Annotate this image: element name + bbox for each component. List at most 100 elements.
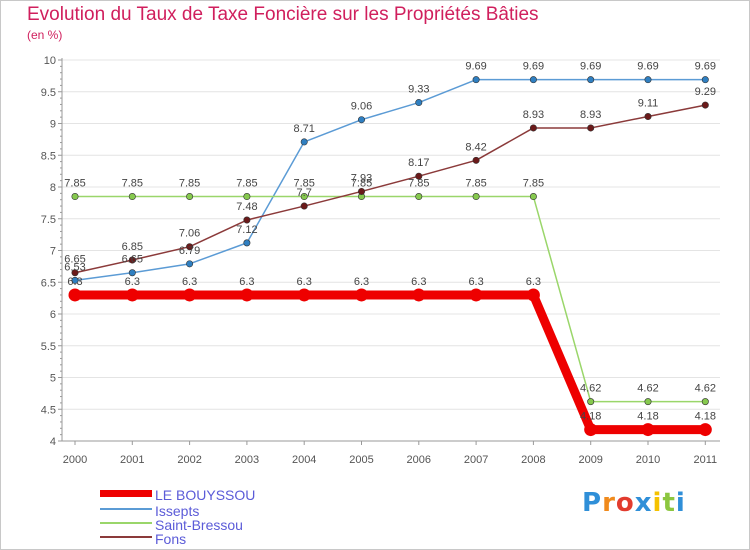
y-tick-label: 6.5: [41, 277, 56, 289]
point-saint-bressou: [587, 398, 595, 406]
point-fons: [529, 124, 537, 132]
point-le-bouyssou: [355, 288, 368, 302]
data-label-fons: 7.7: [297, 187, 312, 199]
series-markers: [68, 76, 712, 437]
data-label-fons: 6.85: [122, 241, 143, 253]
data-label-fons: 8.42: [465, 141, 486, 153]
data-label-issepts: 9.69: [637, 61, 658, 73]
data-label-saint-bressou: 4.62: [580, 383, 601, 395]
point-fons: [587, 124, 595, 132]
data-label-issepts: 9.69: [523, 61, 544, 73]
series-line-saint-bressou: [74, 195, 707, 403]
data-label-saint-bressou: 7.85: [236, 178, 257, 190]
data-label-fons: 9.29: [695, 86, 716, 98]
point-saint-bressou: [300, 193, 308, 201]
data-label-fons: 8.93: [523, 109, 544, 121]
data-labels: 6.536.656.797.128.719.069.339.69 9.69 9.69…: [64, 61, 716, 423]
data-label-le-bouyssou: 6.3: [354, 276, 369, 288]
legend-swatch-le-bouyssou: [100, 490, 152, 497]
y-tick-label: 8.5: [41, 150, 56, 162]
x-tick-label: 2005: [349, 454, 373, 466]
point-issepts: [529, 76, 537, 84]
point-fons: [415, 172, 423, 180]
point-issepts: [243, 239, 251, 247]
x-tick-label: 2007: [464, 454, 488, 466]
data-label-le-bouyssou: 4.18: [637, 411, 658, 423]
y-tick-label: 4.5: [41, 404, 56, 416]
point-le-bouyssou: [641, 423, 655, 437]
point-le-bouyssou: [68, 288, 82, 302]
point-saint-bressou: [644, 398, 652, 406]
point-fons: [300, 202, 308, 210]
legend-label-saint-bressou: Saint-Bressou: [155, 517, 243, 533]
data-label-le-bouyssou: 6.3: [526, 276, 541, 288]
point-saint-bressou: [128, 193, 136, 201]
axis-layer: 4 4.5 5 5.5 6 6.5 7 7.5 8 8.5 9 9.5 10 2000 2001 2002 20…: [41, 55, 720, 466]
data-label-issepts: 8.71: [293, 123, 314, 135]
series-line-issepts: [74, 78, 707, 282]
data-label-saint-bressou: 7.85: [408, 178, 429, 190]
data-label-fons: 8.93: [580, 109, 601, 121]
point-issepts: [415, 99, 423, 107]
x-tick-label: 2000: [63, 454, 87, 466]
y-tick-label: 7: [50, 246, 56, 258]
logo-letter: i: [652, 488, 663, 518]
point-le-bouyssou: [240, 288, 254, 302]
data-label-saint-bressou: 7.85: [64, 178, 85, 190]
point-saint-bressou: [701, 398, 709, 406]
point-le-bouyssou: [526, 288, 540, 302]
series-line-fons: [74, 104, 707, 274]
data-label-le-bouyssou: 6.3: [125, 276, 140, 288]
legend-label-issepts: Issepts: [155, 503, 200, 519]
point-fons: [644, 113, 652, 121]
data-label-saint-bressou: 7.85: [293, 178, 314, 190]
y-tick-label: 10: [44, 55, 56, 67]
data-label-issepts: 9.69: [580, 61, 601, 73]
point-fons: [186, 243, 194, 251]
point-le-bouyssou: [297, 288, 311, 302]
y-tick-label: 9: [50, 119, 56, 131]
point-issepts: [71, 276, 79, 284]
grid-layer: [62, 59, 720, 442]
y-tick-label: 4: [50, 436, 56, 448]
data-label-saint-bressou: 7.85: [523, 178, 544, 190]
y-tick-label: 8: [50, 182, 56, 194]
data-label-le-bouyssou: 6.3: [67, 276, 82, 288]
data-label-le-bouyssou: 6.3: [411, 276, 426, 288]
point-le-bouyssou: [412, 288, 426, 302]
data-label-saint-bressou: 7.85: [465, 178, 486, 190]
point-fons: [357, 187, 365, 195]
point-issepts: [128, 269, 136, 277]
point-le-bouyssou: [698, 423, 712, 437]
data-label-saint-bressou: 4.62: [637, 383, 658, 395]
point-issepts: [300, 138, 308, 146]
data-label-issepts: 6.79: [179, 245, 200, 257]
data-label-fons: 7.06: [179, 228, 200, 240]
logo-letter: P: [582, 488, 603, 518]
point-fons: [128, 256, 136, 264]
data-label-fons: 7.93: [351, 172, 372, 184]
data-label-le-bouyssou: 4.18: [695, 411, 716, 423]
point-le-bouyssou: [183, 288, 197, 302]
data-label-issepts: 6.53: [64, 261, 85, 273]
data-label-fons: 6.65: [64, 254, 85, 266]
point-saint-bressou: [243, 193, 251, 201]
chart-title: Evolution du Taux de Taxe Foncière sur l…: [27, 4, 539, 25]
x-tick-label: 2011: [693, 454, 717, 466]
point-fons: [701, 101, 709, 109]
data-label-saint-bressou: 4.62: [695, 383, 716, 395]
legend-label-le-bouyssou: LE BOUYSSOU: [155, 487, 256, 503]
x-tick-label: 2009: [578, 454, 602, 466]
chart-subtitle: (en %): [27, 28, 63, 42]
data-label-issepts: 9.69: [695, 61, 716, 73]
x-tick-label: 2008: [521, 454, 545, 466]
y-tick-label: 9.5: [41, 87, 56, 99]
data-label-le-bouyssou: 4.18: [580, 411, 601, 423]
data-label-le-bouyssou: 6.3: [239, 276, 254, 288]
point-saint-bressou: [415, 193, 423, 201]
point-issepts: [472, 76, 480, 84]
point-issepts: [357, 116, 365, 124]
point-fons: [472, 156, 480, 164]
legend-swatch-fons: [100, 536, 152, 538]
proxiti-logo: Proxiti: [582, 488, 686, 518]
